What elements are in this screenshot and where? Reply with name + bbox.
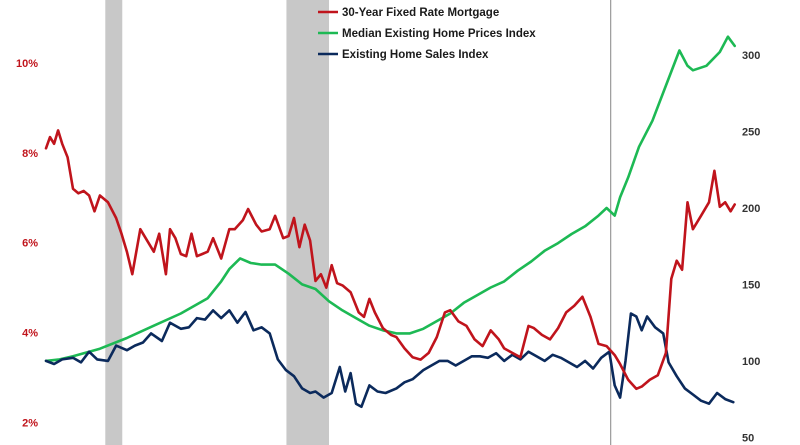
right-tick-label: 100 [742,356,760,368]
left-tick-label: 8% [22,148,38,160]
legend-label-prices: Median Existing Home Prices Index [342,28,536,40]
legend-label-sales: Existing Home Sales Index [342,49,489,61]
legend: 30-Year Fixed Rate Mortgage Median Existi… [318,7,536,61]
left-tick-label: 10% [16,58,38,70]
right-tick-label: 50 [742,432,754,444]
legend-label-mortgage: 30-Year Fixed Rate Mortgage [342,7,499,19]
series-layer [44,35,737,409]
series-line-prices [44,35,737,363]
right-tick-label: 150 [742,279,760,291]
right-axis: 50 100 150 200 250 300 [742,50,760,444]
left-tick-label: 4% [22,328,38,340]
series-line-sales [44,309,735,409]
left-tick-label: 6% [22,238,38,250]
right-tick-label: 300 [742,50,760,62]
left-tick-label: 2% [22,418,38,430]
right-tick-label: 200 [742,203,760,215]
left-axis: 2% 4% 6% 8% 10% [16,58,38,430]
recession-band-1 [105,0,123,445]
right-tick-label: 250 [742,127,760,139]
series-line-mortgage [44,129,737,391]
